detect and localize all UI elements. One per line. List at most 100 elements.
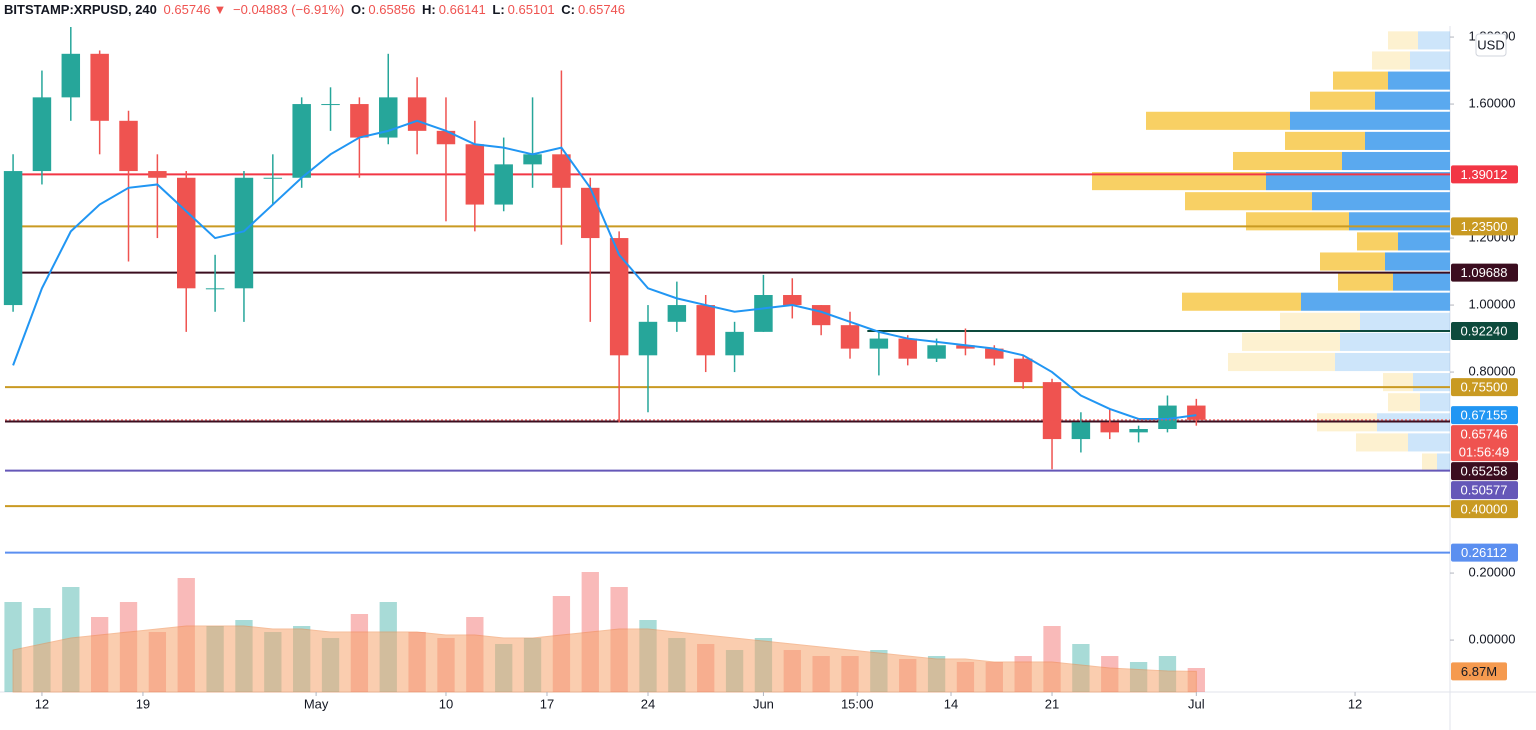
x-tick-label: Jul [1188, 696, 1205, 711]
candle-body [840, 325, 860, 349]
high-label: H: [422, 2, 436, 17]
last-price-label-bg [1451, 425, 1518, 462]
high-value: 0.66141 [438, 2, 486, 17]
x-tick-label: 19 [136, 696, 150, 711]
candle-body [379, 97, 398, 138]
ma-label: 0.67155 [1461, 408, 1508, 423]
x-tick-label: 24 [641, 696, 655, 711]
close-value: 0.65746 [578, 2, 626, 17]
currency-label[interactable]: USD [1477, 37, 1504, 52]
symbol: BITSTAMP:XRPUSD, 240 [4, 2, 157, 17]
candle-body [754, 295, 773, 332]
x-tick-label: Jun [753, 696, 774, 711]
y-tick-label: 1.00000 [1469, 297, 1516, 312]
candle-body [90, 53, 109, 121]
close-label: C: [561, 2, 576, 17]
ma-label-bg [1451, 406, 1518, 425]
level-label-bg [1451, 481, 1518, 500]
profile-up [1301, 292, 1450, 311]
candle-body [783, 295, 802, 306]
volume-ma-label: 6.87M [1461, 664, 1497, 679]
level-label: 1.09688 [1461, 265, 1508, 280]
profile-down [1333, 71, 1388, 90]
profile-up [1349, 212, 1450, 231]
last-price-label: 0.65746 [1461, 427, 1508, 442]
moving-average [12, 119, 1197, 420]
candle-body [696, 305, 715, 356]
level-label-bg [1451, 500, 1518, 519]
x-tick-label: 15:00 [841, 696, 874, 711]
candle-body [523, 154, 542, 165]
level-label: 1.23500 [1461, 219, 1508, 234]
last-price: 0.65746 [163, 2, 211, 17]
profile-up [1365, 131, 1450, 150]
profile-down [1228, 352, 1335, 372]
low-label: L: [492, 2, 505, 17]
candle-body [1100, 422, 1119, 433]
y-tick-label: 0.20000 [1469, 565, 1516, 580]
profile-down [1242, 332, 1340, 351]
x-tick-label: 21 [1045, 696, 1059, 711]
profile-down [1357, 232, 1398, 251]
candle-body [494, 164, 513, 205]
level-label: 0.26112 [1461, 545, 1507, 560]
x-tick-label: May [304, 696, 329, 711]
profile-up [1340, 332, 1450, 351]
candle-body [3, 171, 23, 306]
profile-down [1388, 31, 1418, 50]
profile-up [1385, 252, 1450, 271]
candle-body [581, 187, 600, 239]
level-label: 1.39012 [1461, 167, 1508, 182]
profile-down [1383, 373, 1413, 392]
profile-up [1420, 393, 1450, 412]
candle-body [350, 104, 369, 138]
candle-body [148, 171, 167, 178]
volume-ma-label-bg [1451, 662, 1507, 681]
x-tick-label: 17 [540, 696, 554, 711]
level-label: 0.65258 [1461, 464, 1508, 479]
level-label: 0.75500 [1461, 380, 1508, 395]
profile-up [1398, 232, 1450, 251]
candle-body [1013, 358, 1033, 383]
candle-body [321, 104, 340, 106]
candle-body [407, 97, 427, 131]
candle-body [898, 338, 917, 359]
candle-body [552, 154, 571, 188]
profile-up [1393, 272, 1450, 291]
profile-down [1310, 91, 1375, 110]
profile-up [1375, 91, 1450, 110]
candle-body [927, 345, 946, 359]
level-label: 0.92240 [1461, 323, 1508, 338]
candle-body [119, 120, 138, 172]
profile-down [1338, 272, 1393, 291]
candle-body [609, 238, 629, 356]
profile-up [1437, 453, 1450, 472]
profile-up [1266, 172, 1450, 191]
candle-body [985, 348, 1004, 359]
level-label-bg [1451, 543, 1518, 562]
level-label: 0.40000 [1461, 502, 1508, 517]
currency-button[interactable] [1475, 33, 1507, 57]
candle-body [869, 338, 889, 349]
y-tick-label: 0.80000 [1469, 364, 1516, 379]
profile-down [1388, 393, 1420, 412]
candle-body [811, 305, 831, 326]
candle-body [1158, 405, 1177, 430]
candle-body [956, 345, 975, 349]
profile-down [1146, 111, 1290, 130]
candle-body [1071, 422, 1091, 440]
profile-up [1312, 192, 1450, 211]
profile-down [1233, 151, 1342, 171]
candle-body [725, 331, 744, 356]
profile-up [1408, 433, 1450, 452]
candle-body [292, 104, 311, 178]
legend-header: BITSTAMP:XRPUSD, 240 0.65746 ▼ −0.04883 (… [4, 2, 629, 17]
level-label-bg [1451, 462, 1518, 481]
candle-body [177, 177, 196, 289]
profile-down [1422, 453, 1437, 472]
x-tick-label: 12 [35, 696, 49, 711]
profile-down [1285, 131, 1365, 150]
level-label-bg [1451, 378, 1518, 397]
